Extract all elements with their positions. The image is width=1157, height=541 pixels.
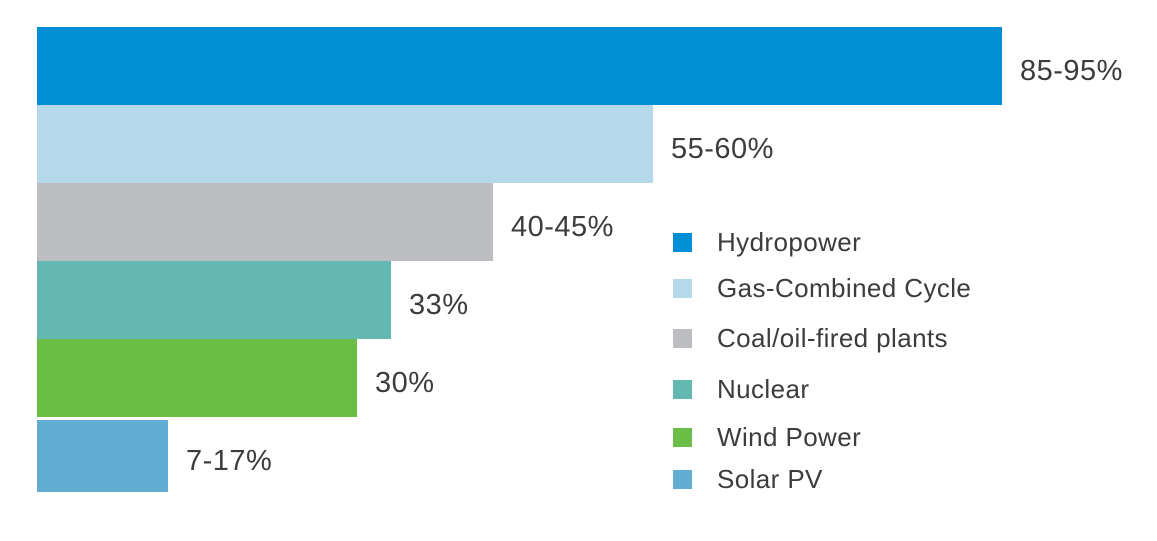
- legend-swatch-hydropower: [673, 232, 692, 252]
- bar-value-label: 30%: [375, 366, 435, 399]
- legend-item-wind-power: Wind Power: [673, 421, 971, 452]
- legend-swatch-coal-oil-fired-plants: [673, 328, 692, 348]
- legend-swatch-gas-combined-cycle: [673, 278, 692, 298]
- legend-item-nuclear: Nuclear: [673, 373, 971, 404]
- legend-swatch-solar-pv: [673, 469, 692, 489]
- legend-swatch-wind-power: [673, 427, 692, 447]
- legend-label: Gas-Combined Cycle: [717, 272, 972, 303]
- bar-value-label: 40-45%: [511, 210, 614, 243]
- legend-label: Hydropower: [717, 226, 862, 257]
- legend-swatch-nuclear: [673, 379, 692, 399]
- bar-value-label: 55-60%: [671, 132, 774, 165]
- bar-hydropower: [37, 27, 1002, 105]
- bar-row-hydropower: 85-95%: [37, 27, 1123, 105]
- bar-wind-power: [37, 339, 357, 417]
- bar-row-solar-pv: 7-17%: [37, 417, 1123, 495]
- bar-nuclear: [37, 261, 391, 339]
- bar-chart-area: 85-95% 55-60% 40-45% 33% 30% 7-17%: [37, 27, 1123, 495]
- bar-value-label: 33%: [409, 288, 469, 321]
- bar-row-wind-power: 30%: [37, 339, 1123, 417]
- legend-item-coal-oil-fired-plants: Coal/oil-fired plants: [673, 322, 971, 353]
- legend-label: Nuclear: [717, 373, 810, 404]
- legend-item-solar-pv: Solar PV: [673, 463, 971, 494]
- legend: Hydropower Gas-Combined Cycle Coal/oil-f…: [673, 226, 972, 494]
- bar-row-nuclear: 33%: [37, 261, 1123, 339]
- bar-value-label: 85-95%: [1020, 54, 1123, 87]
- legend-item-gas-combined-cycle: Gas-Combined Cycle: [673, 272, 972, 303]
- bar-coal-oil-fired-plants: [37, 183, 493, 261]
- legend-item-hydropower: Hydropower: [673, 226, 971, 257]
- bar-solar-pv: [37, 420, 168, 492]
- bar-row-gas-combined-cycle: 55-60%: [37, 105, 1123, 183]
- bar-row-coal-oil-fired-plants: 40-45%: [37, 183, 1123, 261]
- legend-label: Solar PV: [717, 463, 823, 494]
- legend-label: Wind Power: [717, 421, 862, 452]
- legend-label: Coal/oil-fired plants: [717, 322, 948, 353]
- bar-gas-combined-cycle: [37, 105, 653, 183]
- bar-value-label: 7-17%: [186, 444, 273, 477]
